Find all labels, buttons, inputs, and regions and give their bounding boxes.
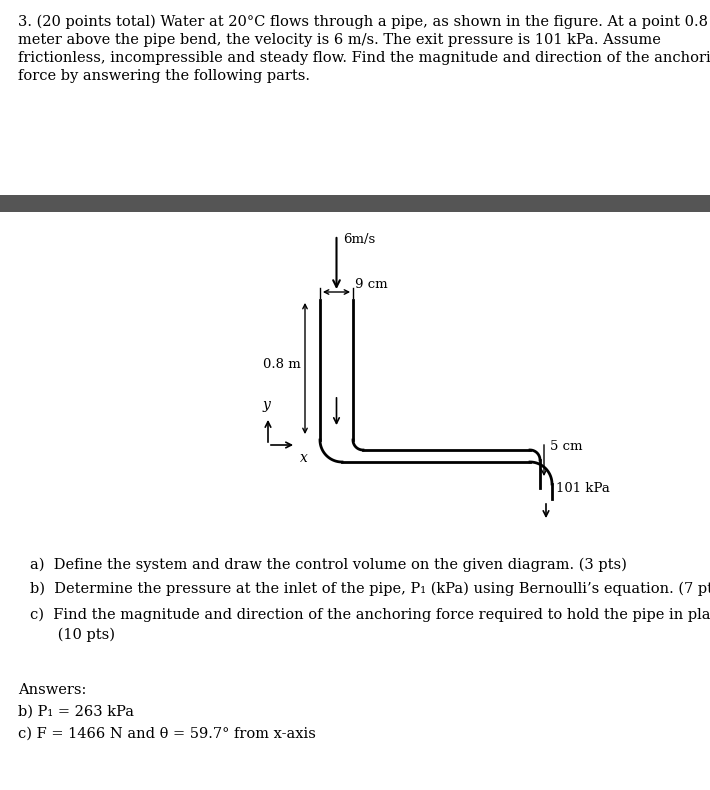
Text: a)  Define the system and draw the control volume on the given diagram. (3 pts): a) Define the system and draw the contro… xyxy=(30,558,627,573)
Text: 3. (20 points total) Water at 20°C flows through a pipe, as shown in the figure.: 3. (20 points total) Water at 20°C flows… xyxy=(18,15,708,29)
Text: b)  Determine the pressure at the inlet of the pipe, P₁ (kPa) using Bernoulli’s : b) Determine the pressure at the inlet o… xyxy=(30,582,710,596)
Text: frictionless, incompressible and steady flow. Find the magnitude and direction o: frictionless, incompressible and steady … xyxy=(18,51,710,65)
Text: 0.8 m: 0.8 m xyxy=(263,359,301,371)
Text: b) P₁ = 263 kPa: b) P₁ = 263 kPa xyxy=(18,705,134,719)
Text: c)  Find the magnitude and direction of the anchoring force required to hold the: c) Find the magnitude and direction of t… xyxy=(30,608,710,623)
Text: force by answering the following parts.: force by answering the following parts. xyxy=(18,69,310,83)
Text: (10 pts): (10 pts) xyxy=(30,628,115,642)
Text: 101 kPa: 101 kPa xyxy=(556,482,610,495)
Text: Answers:: Answers: xyxy=(18,683,87,697)
Text: y: y xyxy=(262,398,270,412)
Text: 6m/s: 6m/s xyxy=(344,233,376,246)
Text: 9 cm: 9 cm xyxy=(355,278,388,291)
Text: meter above the pipe bend, the velocity is 6 m/s. The exit pressure is 101 kPa. : meter above the pipe bend, the velocity … xyxy=(18,33,661,47)
Text: c) F = 1466 N and θ = 59.7° from x-axis: c) F = 1466 N and θ = 59.7° from x-axis xyxy=(18,727,316,741)
Bar xyxy=(0,195,710,212)
Text: 5 cm: 5 cm xyxy=(550,440,582,453)
Text: x: x xyxy=(300,451,308,465)
